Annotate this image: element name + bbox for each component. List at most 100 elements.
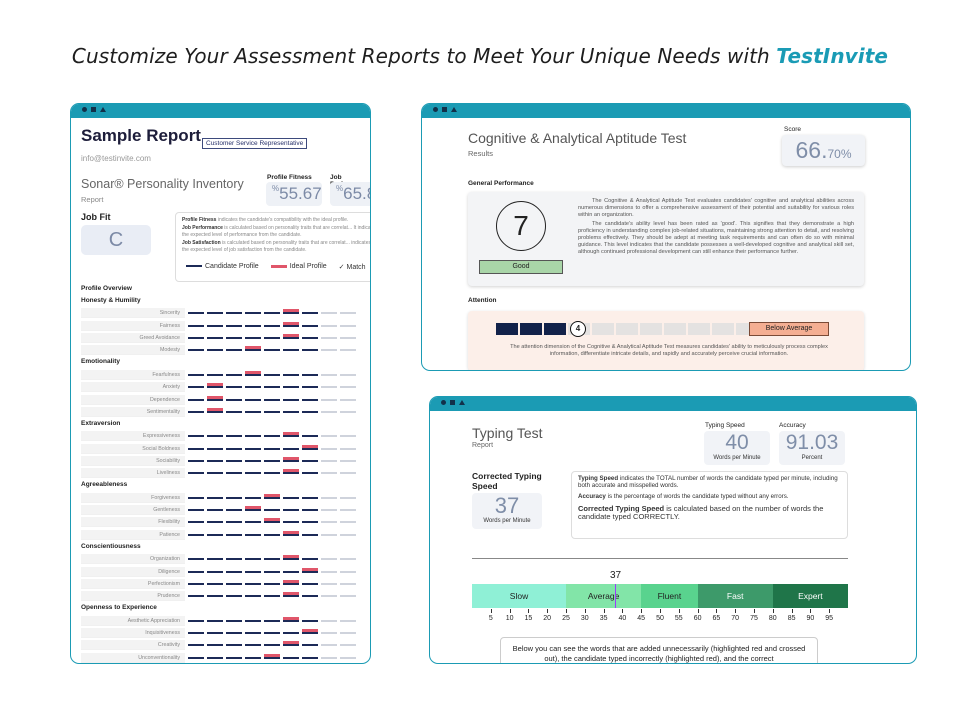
trait-scale xyxy=(188,321,356,327)
corrected-speed-label: Corrected Typing Speed xyxy=(472,471,542,491)
trait-segment xyxy=(188,472,204,475)
definition-line: Typing Speed indicates the TOTAL number … xyxy=(578,475,841,489)
profile-fitness-value: 55.67 xyxy=(279,184,322,203)
trait-name: Forgiveness xyxy=(81,492,185,503)
trait-segment xyxy=(302,595,318,598)
trait-segment xyxy=(207,582,223,585)
trait-segment xyxy=(188,582,204,585)
trait-scale xyxy=(188,530,356,536)
typing-report-window: Typing Test Report Typing Speed 40 Words … xyxy=(429,396,917,664)
trait-segment xyxy=(245,496,261,499)
trait-name: Modesty xyxy=(81,345,185,356)
trait-segment xyxy=(302,644,318,647)
trait-segment xyxy=(264,337,280,340)
trait-segment xyxy=(264,619,280,622)
trait-name: Creativity xyxy=(81,640,185,651)
typing-speed-unit: Words per Minute xyxy=(713,455,761,461)
axis-tick xyxy=(603,609,605,613)
trait-name: Aesthetic Appreciation xyxy=(81,615,185,626)
trait-scale xyxy=(188,616,356,622)
trait-segment xyxy=(226,324,242,327)
trait-segment xyxy=(245,472,261,475)
trait-name: Anxiety xyxy=(81,382,185,393)
trait-segment xyxy=(245,312,261,315)
trait-segment xyxy=(283,349,299,352)
trait-segment xyxy=(226,398,242,401)
explain-desc: is calculated based on personality trait… xyxy=(182,240,371,253)
trait-segment xyxy=(264,324,280,327)
trait-segment xyxy=(264,447,280,450)
trait-segment xyxy=(207,619,223,622)
explain-term: Profile Fitness xyxy=(182,217,217,223)
trait-segment xyxy=(188,386,204,389)
speed-band: Fluent xyxy=(641,584,698,608)
trait-segment xyxy=(340,312,356,315)
trait-segment xyxy=(340,496,356,499)
report-title: Sample Report xyxy=(81,126,201,145)
trait-segment xyxy=(207,595,223,598)
trait-segment xyxy=(321,386,337,389)
trait-segment xyxy=(340,632,356,635)
trait-segment xyxy=(321,558,337,561)
attention-block xyxy=(496,323,518,335)
definition-term: Typing Speed xyxy=(578,475,619,482)
trait-segment xyxy=(264,493,280,499)
trait-row: Sociability xyxy=(81,455,370,467)
accuracy-value: 91.03 xyxy=(785,431,839,454)
attention-block xyxy=(544,323,566,335)
axis-tick xyxy=(735,609,737,613)
trait-segment xyxy=(264,570,280,573)
trait-segment xyxy=(340,582,356,585)
trait-segment xyxy=(226,521,242,524)
trait-segment xyxy=(245,447,261,450)
trait-segment xyxy=(207,324,223,327)
attention-block xyxy=(520,323,542,335)
trait-scale xyxy=(188,567,356,573)
window-square-icon xyxy=(91,107,96,112)
trait-segment xyxy=(321,460,337,462)
trait-segment xyxy=(321,337,337,340)
trait-row: Liveliness xyxy=(81,467,370,479)
axis-tick xyxy=(791,609,793,613)
attention-block xyxy=(640,323,662,335)
trait-segment xyxy=(207,373,223,376)
trait-segment xyxy=(321,570,337,573)
trait-segment xyxy=(340,619,356,622)
trait-segment xyxy=(302,386,318,389)
axis-tick xyxy=(566,609,567,613)
general-performance-card: 7 Good The Cognitive & Analytical Aptitu… xyxy=(468,192,864,286)
trait-segment xyxy=(321,447,337,450)
trait-segment xyxy=(226,337,242,340)
window-triangle-icon xyxy=(451,107,457,112)
trait-segment xyxy=(245,398,261,401)
trait-segment xyxy=(264,558,280,561)
trait-segment xyxy=(264,349,280,352)
trait-segment xyxy=(321,521,337,524)
trait-segment xyxy=(188,521,204,524)
typing-speed-box: 40 Words per Minute xyxy=(704,431,770,465)
trait-segment xyxy=(188,349,204,352)
attention-block xyxy=(688,323,710,335)
trait-segment xyxy=(321,373,337,376)
brand-name: TestInvite xyxy=(776,44,889,68)
trait-segment xyxy=(340,398,356,401)
explain-desc: is calculated based on personality trait… xyxy=(182,225,371,238)
trait-segment xyxy=(188,496,204,499)
axis-tick xyxy=(547,609,549,613)
trait-segment xyxy=(207,383,223,389)
definition-desc: indicates the TOTAL number of words the … xyxy=(578,475,838,490)
trait-segment xyxy=(264,435,280,438)
trait-segment xyxy=(207,447,223,450)
trait-name: Sociability xyxy=(81,456,185,466)
trait-segment xyxy=(245,570,261,573)
trait-scale xyxy=(188,383,356,389)
trait-segment xyxy=(283,530,299,536)
trait-segment xyxy=(207,435,223,438)
trait-segment xyxy=(207,349,223,352)
trait-segment xyxy=(226,435,242,438)
trait-segment xyxy=(226,533,242,536)
trait-scale xyxy=(188,555,356,561)
speed-scale: Slow Average Fluent Fast Expert xyxy=(472,584,848,608)
attention-level-marker: 4 xyxy=(570,321,586,337)
level-badge: Good xyxy=(479,260,563,274)
